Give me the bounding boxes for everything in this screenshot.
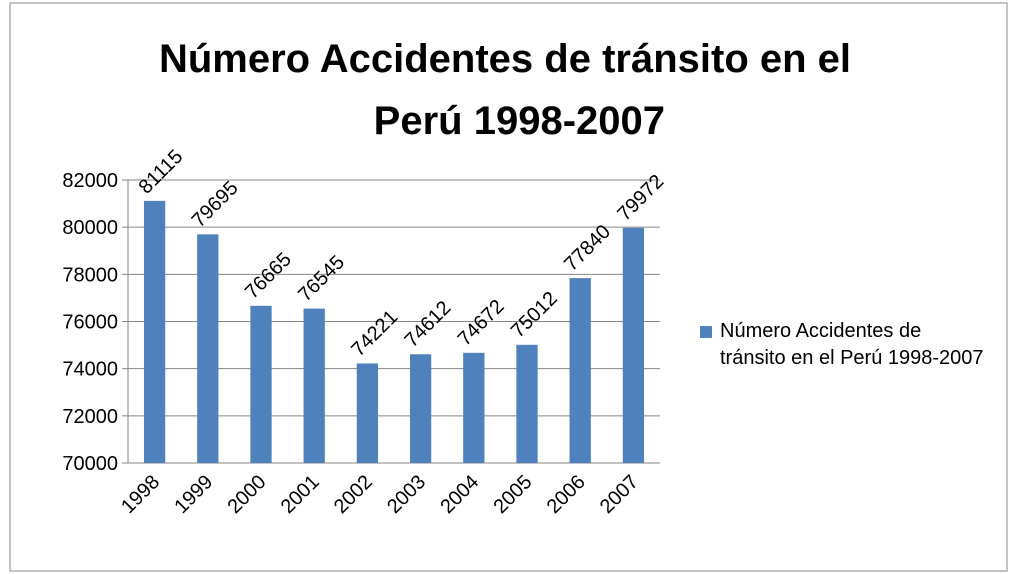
bar bbox=[197, 234, 219, 463]
bar bbox=[569, 278, 591, 463]
chart-title: Perú 1998-2007 bbox=[374, 99, 665, 143]
chart-title: Número Accidentes de tránsito en el bbox=[159, 37, 851, 81]
y-tick-label: 80000 bbox=[62, 217, 118, 239]
bar bbox=[250, 305, 272, 463]
chart-border bbox=[9, 2, 1008, 572]
bar bbox=[303, 308, 325, 463]
bar bbox=[622, 227, 645, 463]
y-tick-label: 82000 bbox=[62, 170, 118, 192]
bar bbox=[463, 352, 485, 463]
y-tick-label: 72000 bbox=[62, 406, 118, 428]
y-tick-label: 76000 bbox=[62, 312, 118, 334]
bar bbox=[143, 200, 166, 463]
y-tick-label: 74000 bbox=[62, 359, 118, 381]
bar bbox=[356, 363, 379, 463]
y-tick-label: 78000 bbox=[62, 264, 118, 286]
legend-key bbox=[700, 326, 712, 338]
legend-label: Número Accidentes de tránsito en el Perú… bbox=[720, 320, 984, 369]
legend: Número Accidentes de tránsito en el Perú… bbox=[700, 318, 990, 372]
bar bbox=[409, 354, 432, 463]
bar bbox=[516, 344, 538, 463]
y-tick-label: 70000 bbox=[62, 453, 118, 475]
